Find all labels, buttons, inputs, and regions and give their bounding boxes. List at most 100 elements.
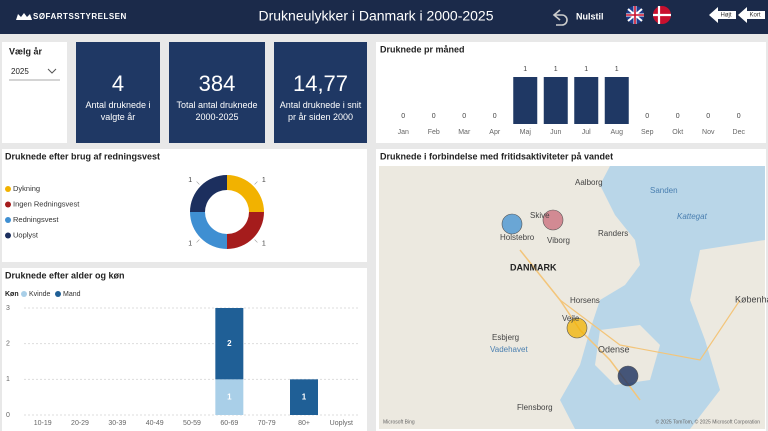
leader-line (196, 239, 200, 243)
data-label: 1 (262, 241, 266, 248)
map-place: Holstebro (500, 233, 535, 242)
data-label: 0 (401, 113, 405, 120)
kpi-value: 384 (198, 71, 236, 96)
data-label: 1 (523, 66, 527, 73)
data-label: 0 (462, 113, 466, 120)
legend-marker[interactable] (5, 186, 11, 192)
reset-button[interactable]: Nulstil (576, 11, 604, 21)
legend-title: Køn (5, 291, 19, 298)
leader-line (254, 239, 258, 243)
slicer-value[interactable]: 2025 (11, 67, 29, 76)
chart-title: Druknede i forbindelse med fritidsaktivi… (380, 151, 613, 161)
logo-icon (16, 13, 32, 20)
x-tick-label: Dec (733, 129, 746, 136)
map-place: Horsens (570, 296, 600, 305)
reset-icon[interactable] (552, 9, 568, 26)
nav-button[interactable] (709, 7, 736, 23)
bar[interactable] (574, 77, 599, 124)
donut-segment[interactable] (190, 212, 227, 249)
x-tick-label: Aug (611, 129, 624, 136)
x-tick-label: 20-29 (71, 420, 89, 427)
nav-button-label[interactable]: Højt (721, 13, 732, 19)
x-tick-label: Apr (489, 129, 501, 136)
nav-button[interactable] (738, 7, 765, 23)
legend-label[interactable]: Redningsvest (13, 215, 59, 224)
x-tick-label: Sep (641, 129, 654, 136)
data-label: 0 (676, 113, 680, 120)
x-tick-label: Uoplyst (330, 420, 353, 427)
map-place: Skive (530, 211, 550, 220)
data-label: 1 (188, 177, 192, 184)
bar-segment[interactable] (215, 379, 244, 415)
logo-text: SØFARTSSTYRELSEN (33, 12, 127, 21)
y-tick-label: 3 (6, 305, 10, 312)
map-place: København (735, 294, 768, 304)
flag-dk[interactable] (653, 6, 671, 24)
data-label: 0 (493, 113, 497, 120)
slicer-label: Vælg år (9, 46, 43, 56)
x-tick-label: 50-59 (183, 420, 201, 427)
flag-uk[interactable] (626, 6, 644, 24)
y-tick-label: 1 (6, 376, 10, 383)
bar[interactable] (513, 77, 538, 124)
donut-segment[interactable] (227, 212, 264, 249)
panel (2, 149, 367, 262)
kpi-value: 4 (111, 71, 125, 96)
y-tick-label: 0 (6, 412, 10, 419)
legend-marker[interactable] (55, 291, 61, 297)
x-tick-label: Mar (458, 129, 471, 136)
x-tick-label: 80+ (298, 420, 310, 427)
kpi-label: Total antal druknede 2000-2025 (176, 100, 258, 122)
kpi-card: 14,77 Antal druknede i snit pr år siden … (274, 42, 367, 143)
donut-segment[interactable] (227, 175, 264, 212)
map-place: Vadehavet (490, 345, 528, 354)
x-tick-label: Nov (702, 129, 715, 136)
map-place: Odense (598, 344, 630, 354)
legend-label[interactable]: Ingen Redningsvest (13, 199, 80, 208)
legend-marker[interactable] (5, 232, 11, 239)
bar-segment[interactable] (215, 308, 244, 380)
x-tick-label: Feb (428, 129, 440, 136)
data-label: 2 (227, 339, 232, 348)
x-tick-label: Jun (550, 129, 561, 136)
dropdown-chevron[interactable] (47, 68, 57, 74)
legend-label[interactable]: Uoplyst (13, 230, 39, 239)
data-label: 1 (188, 241, 192, 248)
x-tick-label: 30-39 (108, 420, 126, 427)
nav-button-label[interactable]: Kort (749, 13, 760, 19)
kpi-label: Antal druknede i snit pr år siden 2000 (279, 100, 362, 122)
data-label: 0 (706, 113, 710, 120)
map-provider: Microsoft Bing (383, 419, 415, 425)
data-label: 1 (227, 392, 232, 401)
legend-label[interactable]: Kvinde (29, 291, 51, 298)
data-label: 1 (554, 66, 558, 73)
map-attribution: © 2025 TomTom, © 2025 Microsoft Corporat… (655, 418, 760, 425)
legend-marker[interactable] (21, 291, 27, 297)
data-label: 0 (432, 113, 436, 120)
donut-segment[interactable] (190, 175, 227, 212)
data-label: 0 (645, 113, 649, 120)
x-tick-label: Okt (672, 129, 683, 136)
legend-label[interactable]: Dykning (13, 184, 40, 193)
bar-segment[interactable] (290, 379, 318, 415)
bar[interactable] (543, 77, 568, 124)
kpi-value: 14,77 (292, 71, 349, 96)
legend-marker[interactable] (5, 201, 11, 208)
x-tick-label: 70-79 (258, 420, 276, 427)
legend-marker[interactable] (5, 217, 11, 223)
x-tick-label: Jul (582, 129, 591, 136)
map-place: DANMARK (510, 262, 557, 272)
map[interactable] (379, 166, 765, 429)
chart-title: Druknede efter alder og køn (5, 270, 125, 280)
kpi-card: 4 Antal druknede i valgte år (76, 42, 160, 143)
legend-label[interactable]: Mand (63, 291, 81, 298)
x-tick-label: 60-69 (220, 420, 238, 427)
map-place: Kattegat (677, 212, 708, 221)
leader-line (254, 181, 258, 185)
chart-title: Druknede efter brug af redningsvest (5, 151, 160, 161)
bar[interactable] (604, 77, 629, 124)
x-tick-label: 10-19 (34, 420, 52, 427)
x-tick-label: Jan (398, 129, 409, 136)
